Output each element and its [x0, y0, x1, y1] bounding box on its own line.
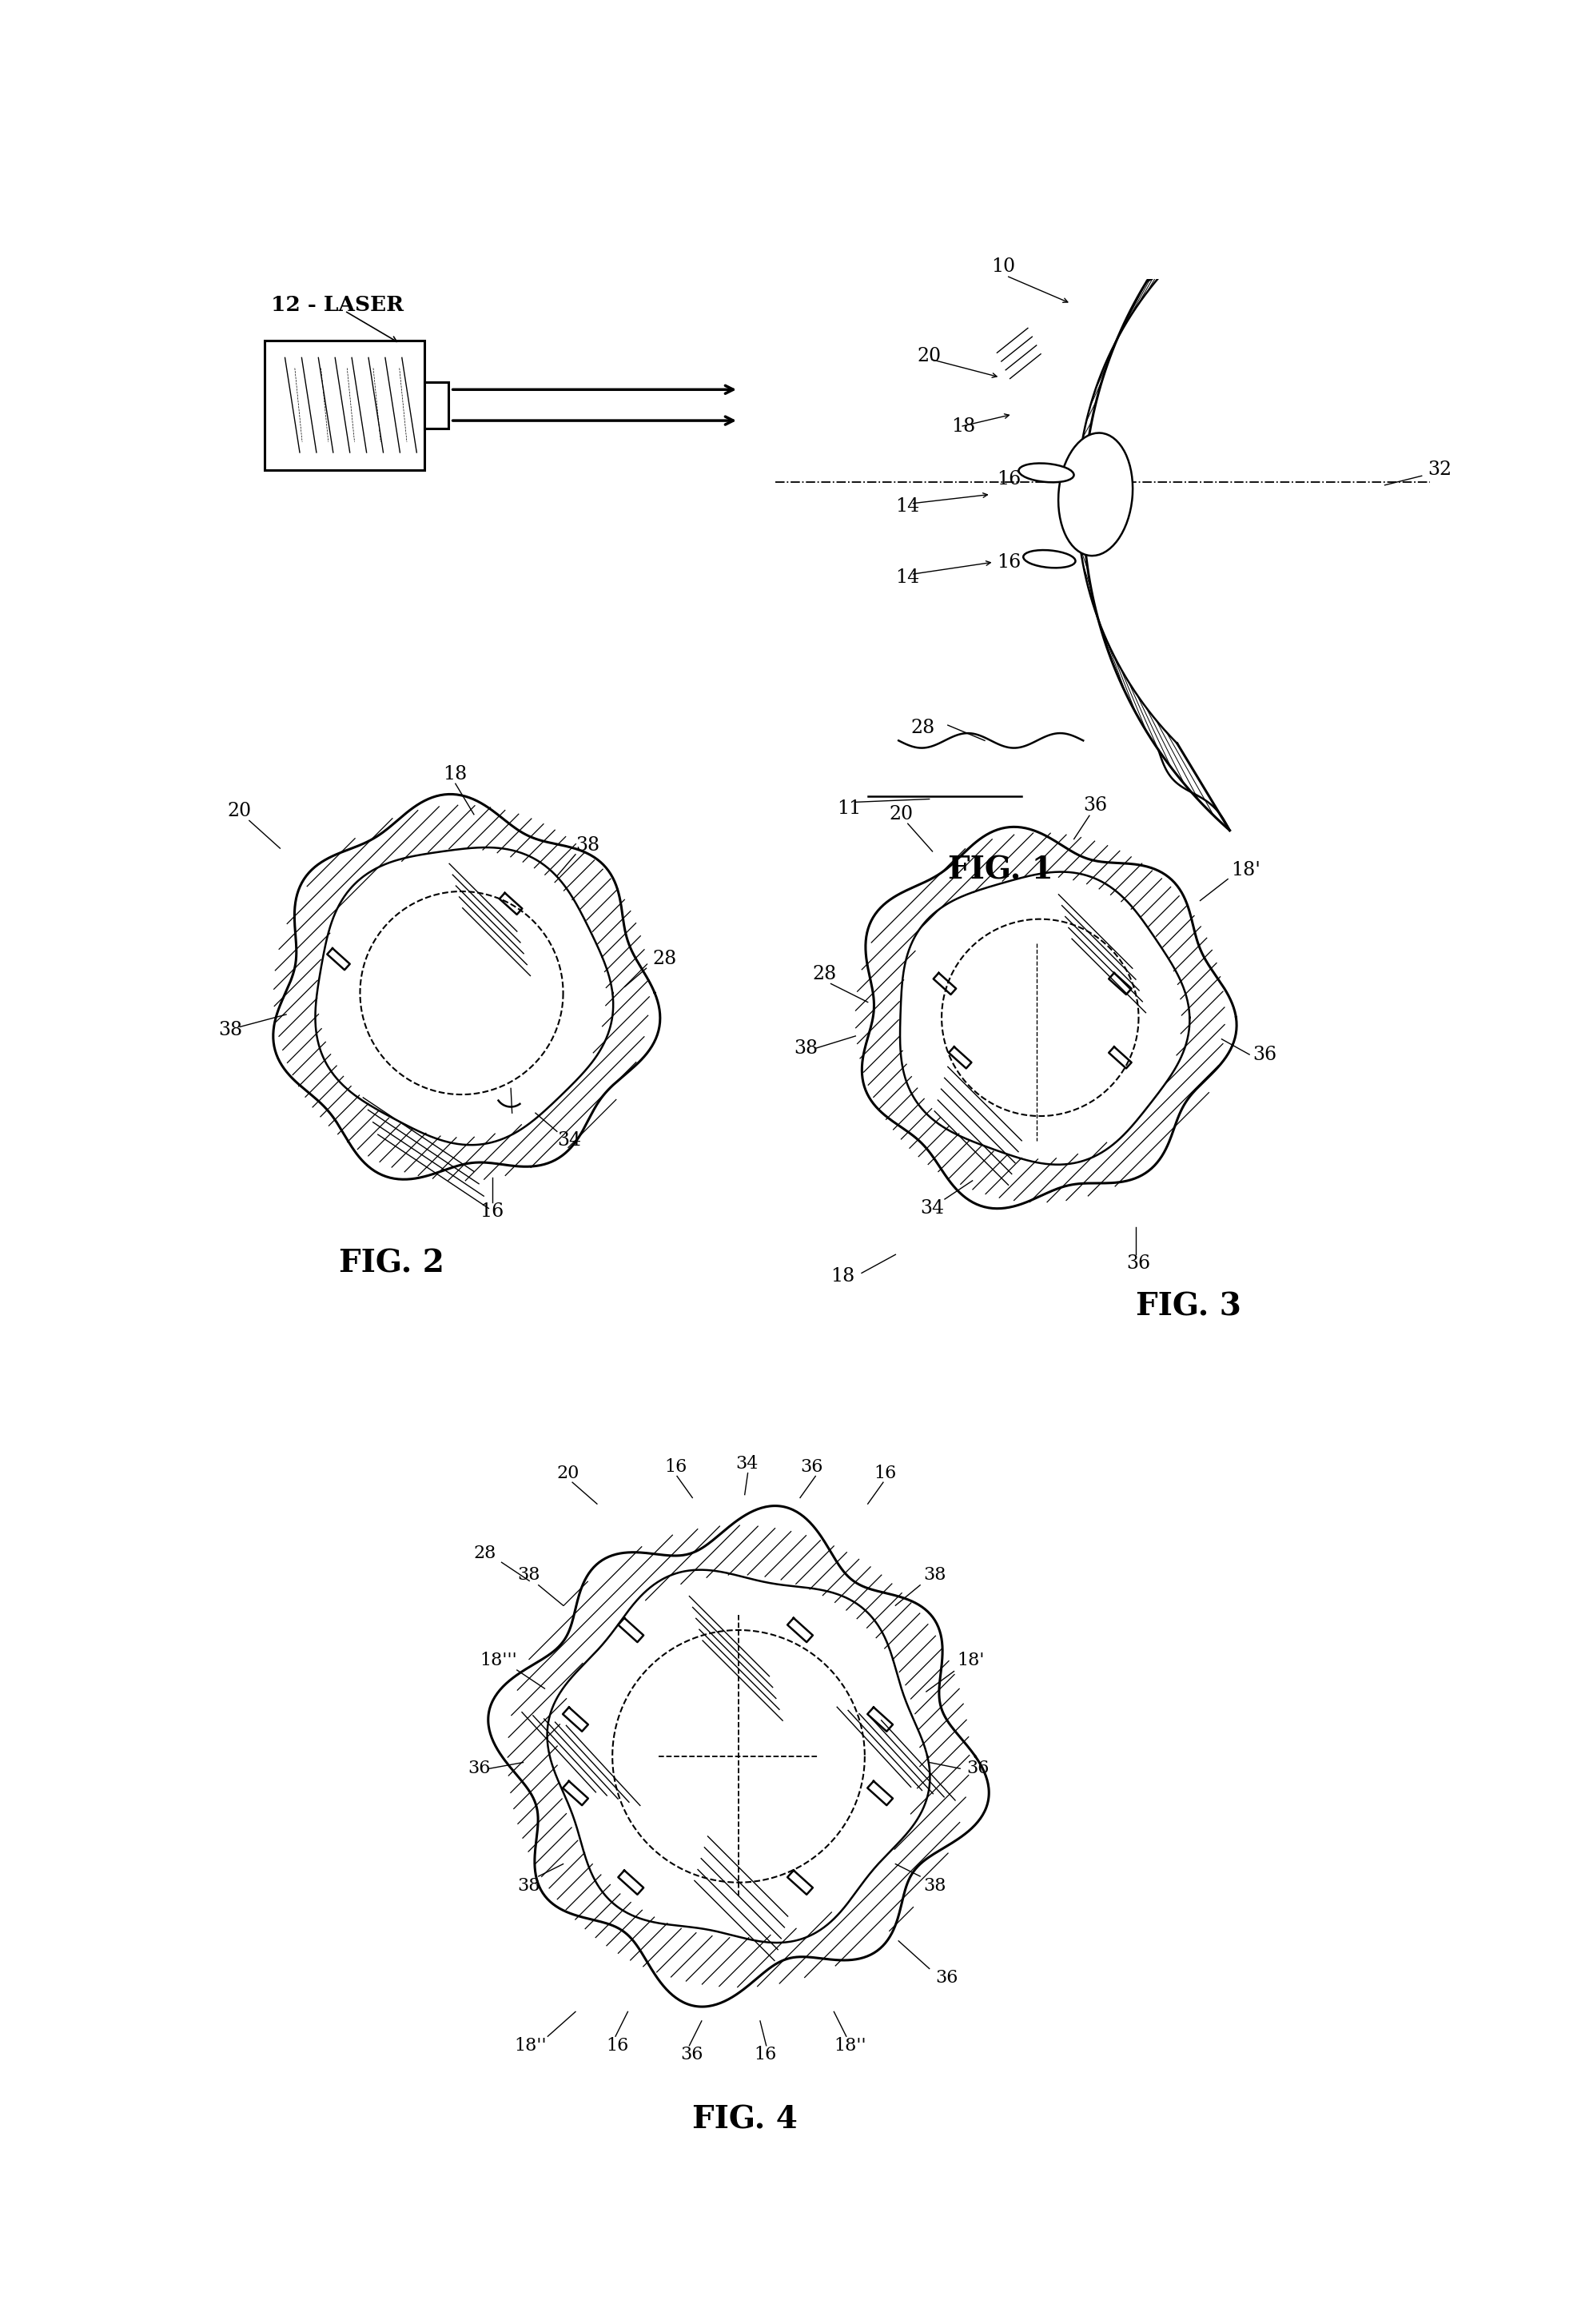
Text: FIG. 3: FIG. 3	[1136, 1292, 1241, 1322]
Text: 18': 18'	[1231, 860, 1260, 878]
Text: 28: 28	[473, 1545, 497, 1562]
Text: 28: 28	[653, 951, 677, 969]
Bar	[425, 381, 448, 428]
Text: 16: 16	[607, 2036, 629, 2054]
Text: 38: 38	[924, 1878, 946, 1894]
Ellipse shape	[1023, 551, 1075, 567]
Text: 38: 38	[518, 1566, 540, 1583]
Text: 18: 18	[832, 1267, 855, 1285]
Text: 38: 38	[218, 1020, 242, 1039]
Text: 16: 16	[479, 1202, 505, 1220]
Text: 18: 18	[951, 418, 975, 437]
Text: 36: 36	[680, 2045, 703, 2064]
Text: 14: 14	[895, 569, 919, 586]
Text: FIG. 1: FIG. 1	[948, 855, 1053, 885]
Text: 36: 36	[1252, 1046, 1276, 1064]
Text: FIG. 4: FIG. 4	[693, 2103, 798, 2136]
Text: FIG. 2: FIG. 2	[338, 1248, 444, 1278]
Text: 16: 16	[875, 1464, 897, 1483]
Text: 38: 38	[518, 1878, 540, 1894]
Text: 36: 36	[935, 1968, 957, 1987]
Text: 11: 11	[836, 799, 862, 818]
Text: 14: 14	[895, 497, 919, 516]
Text: 18: 18	[443, 765, 467, 783]
Text: 20: 20	[228, 802, 252, 820]
Text: 34: 34	[921, 1199, 945, 1218]
Text: 36: 36	[800, 1457, 822, 1476]
Text: 18'': 18''	[515, 2036, 546, 2054]
Text: 18': 18'	[957, 1652, 984, 1669]
Text: 36: 36	[967, 1759, 989, 1778]
Ellipse shape	[1058, 432, 1133, 555]
Bar	[264, 339, 425, 469]
Text: 36: 36	[468, 1759, 491, 1778]
Text: 34: 34	[736, 1455, 758, 1473]
Text: 16: 16	[664, 1457, 687, 1476]
Text: 36: 36	[1126, 1255, 1150, 1274]
Text: 38: 38	[793, 1039, 819, 1057]
Text: 12 - LASER: 12 - LASER	[271, 295, 403, 314]
Text: 18'': 18''	[835, 2036, 867, 2054]
Text: 20: 20	[558, 1464, 580, 1483]
Text: 18''': 18'''	[479, 1652, 518, 1669]
Text: 16: 16	[997, 469, 1021, 488]
Text: 36: 36	[1083, 797, 1107, 813]
Text: 20: 20	[889, 804, 913, 823]
Text: 10: 10	[991, 258, 1015, 277]
Text: 38: 38	[575, 837, 599, 855]
Ellipse shape	[1018, 462, 1074, 483]
Text: 20: 20	[918, 346, 941, 365]
Text: 28: 28	[812, 964, 836, 983]
Text: 16: 16	[997, 553, 1021, 572]
Text: 16: 16	[753, 2045, 776, 2064]
Text: 38: 38	[924, 1566, 946, 1583]
Text: 34: 34	[558, 1132, 581, 1150]
Text: 32: 32	[1427, 460, 1451, 479]
Text: 28: 28	[911, 718, 935, 737]
